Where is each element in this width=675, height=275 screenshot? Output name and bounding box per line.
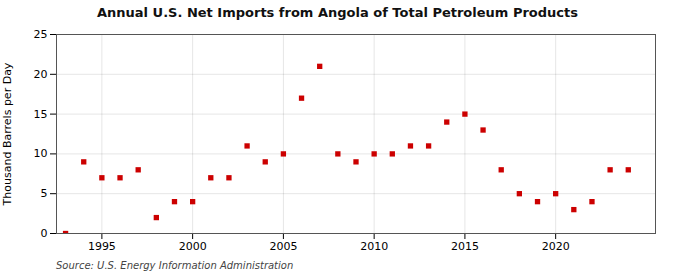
svg-text:2005: 2005 [269, 240, 297, 253]
svg-text:2015: 2015 [451, 240, 479, 253]
html-text:Source: U.S. Energy Informatio: Source: U.S. Energy Information Administ… [56, 260, 294, 271]
svg-text:10: 10 [34, 147, 48, 160]
svg-text:25: 25 [34, 28, 48, 41]
svg-text:0: 0 [41, 227, 48, 240]
svg-text:2000: 2000 [179, 240, 207, 253]
svg-text:5: 5 [41, 187, 48, 200]
svg-text:2010: 2010 [360, 240, 388, 253]
svg-text:2020: 2020 [542, 240, 570, 253]
svg-text:20: 20 [34, 68, 48, 81]
svg-text:15: 15 [34, 108, 48, 121]
svg-text:1995: 1995 [88, 240, 116, 253]
html-text:Annual U.S. Net Imports from A: Annual U.S. Net Imports from Angola of T… [97, 5, 578, 20]
svg-text:Thousand Barrels per Day: Thousand Barrels per Day [1, 62, 14, 206]
